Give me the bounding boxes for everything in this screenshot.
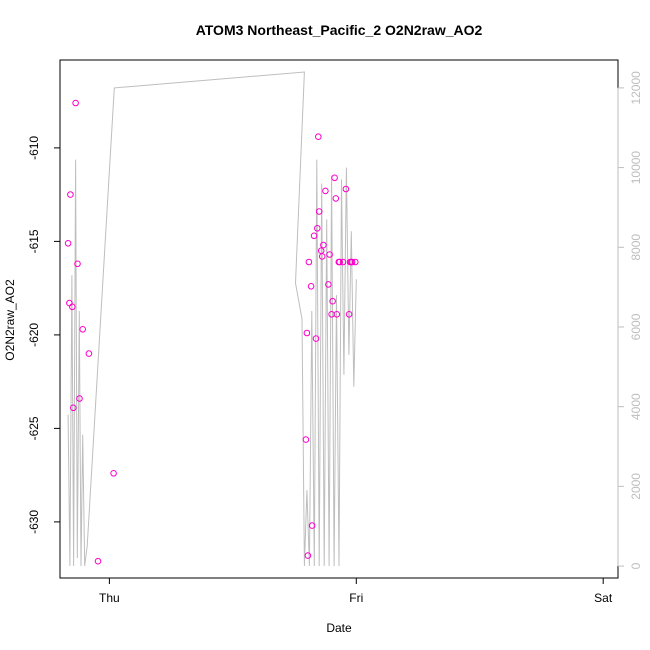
- data-point: [302, 436, 310, 443]
- data-point: [336, 258, 344, 266]
- data-point: [305, 258, 313, 266]
- data-point: [304, 552, 312, 559]
- data-point: [85, 350, 93, 357]
- y-right-tick-label: 6000: [629, 313, 643, 340]
- y-left-tick-label: -630: [27, 510, 41, 534]
- data-point: [345, 311, 353, 318]
- x-axis: Thu Fri Sat: [99, 577, 613, 605]
- data-point: [94, 557, 102, 565]
- data-point: [74, 260, 81, 268]
- data-point: [308, 522, 316, 529]
- y-right-tick-label: 4000: [629, 393, 643, 420]
- data-point: [322, 187, 329, 195]
- data-point: [67, 191, 74, 198]
- y-axis-left: -610 -615 -620 -625 -630: [27, 136, 61, 534]
- series-line-layer: [67, 71, 357, 567]
- data-point: [329, 297, 336, 305]
- data-point: [331, 174, 338, 182]
- data-point: [303, 329, 311, 337]
- data-point: [332, 195, 340, 202]
- data-point: [315, 133, 322, 140]
- data-point: [76, 395, 83, 402]
- data-point: [307, 283, 315, 290]
- y-left-tick-label: -615: [27, 229, 41, 253]
- data-point: [333, 311, 341, 318]
- y-right-tick-label: 0: [629, 562, 643, 569]
- y-axis-label: O2N2raw_AO2: [3, 279, 17, 361]
- x-axis-label: Date: [326, 621, 352, 635]
- chart-title: ATOM3 Northeast_Pacific_2 O2N2raw_AO2: [196, 22, 483, 38]
- data-point: [310, 232, 318, 240]
- y-left-tick-label: -620: [27, 323, 41, 347]
- x-tick-label: Fri: [349, 591, 363, 605]
- y-right-tick-label: 2000: [629, 473, 643, 500]
- data-point: [339, 258, 347, 266]
- data-point: [110, 470, 117, 477]
- x-tick-label: Thu: [99, 591, 120, 605]
- points-layer: [64, 99, 359, 565]
- y-left-tick-label: -625: [27, 416, 41, 440]
- data-point: [314, 225, 321, 232]
- y-axis-right: 0 2000 4000 6000 8000 10000 12000: [617, 71, 643, 569]
- y-left-tick-label: -610: [27, 136, 41, 160]
- data-point: [326, 251, 333, 258]
- x-tick-label: Sat: [594, 591, 613, 605]
- data-point: [320, 241, 327, 249]
- data-point: [64, 240, 72, 247]
- data-point: [70, 404, 77, 412]
- data-point: [312, 335, 320, 342]
- y-right-tick-label: 10000: [629, 151, 643, 185]
- data-point: [315, 208, 323, 215]
- data-point: [72, 99, 79, 107]
- data-point: [348, 258, 356, 266]
- series-line: [67, 71, 357, 567]
- y-right-tick-label: 12000: [629, 71, 643, 105]
- data-point: [342, 185, 350, 193]
- data-point: [325, 281, 332, 288]
- y-right-tick-label: 8000: [629, 234, 643, 261]
- data-point: [318, 253, 326, 260]
- data-point: [69, 303, 76, 311]
- data-point: [352, 258, 359, 266]
- data-point: [79, 326, 86, 333]
